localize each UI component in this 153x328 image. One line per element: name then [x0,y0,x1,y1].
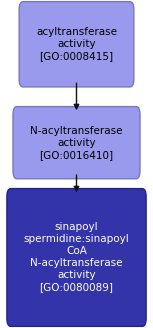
FancyBboxPatch shape [7,189,146,326]
Text: sinapoyl
spermidine:sinapoyl
CoA
N-acyltransferase
activity
[GO:0080089]: sinapoyl spermidine:sinapoyl CoA N-acylt… [24,222,129,293]
FancyBboxPatch shape [13,107,140,179]
Text: acyltransferase
activity
[GO:0008415]: acyltransferase activity [GO:0008415] [36,27,117,61]
Text: N-acyltransferase
activity
[GO:0016410]: N-acyltransferase activity [GO:0016410] [30,126,123,160]
FancyBboxPatch shape [19,2,134,87]
